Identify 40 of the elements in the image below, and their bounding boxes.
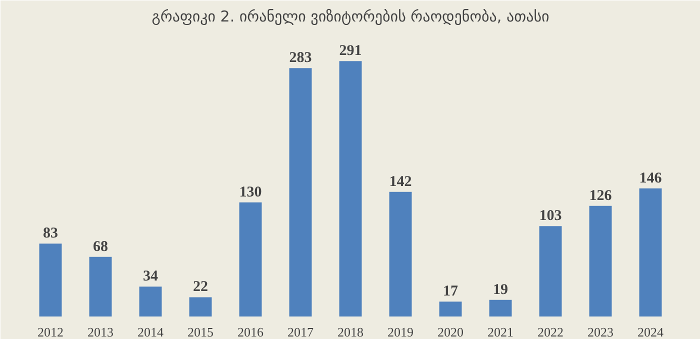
bar <box>439 302 462 316</box>
data-label: 68 <box>93 238 108 255</box>
bar <box>389 192 412 316</box>
bar <box>489 300 512 316</box>
x-tick-label: 2024 <box>638 324 664 339</box>
bar <box>39 244 62 316</box>
bar <box>239 202 262 316</box>
bar <box>539 226 562 316</box>
bar <box>339 61 362 316</box>
x-tick-label: 2015 <box>188 324 214 339</box>
data-label: 34 <box>143 268 158 285</box>
x-tick-label: 2022 <box>538 324 564 339</box>
bar <box>189 297 212 316</box>
x-tick-label: 2017 <box>288 324 314 339</box>
data-label: 130 <box>239 184 262 200</box>
x-tick-label: 2021 <box>488 324 514 339</box>
x-tick-label: 2012 <box>38 324 64 339</box>
x-tick-label: 2018 <box>338 324 364 339</box>
bar <box>89 256 112 316</box>
data-label: 103 <box>539 208 562 224</box>
bar <box>639 188 662 316</box>
x-tick-label: 2023 <box>588 324 614 339</box>
x-tick-label: 2013 <box>88 324 114 339</box>
data-label: 83 <box>43 226 58 242</box>
bar <box>589 206 612 316</box>
x-tick-label: 2020 <box>438 324 464 339</box>
data-label: 146 <box>639 170 662 186</box>
bar <box>139 286 162 316</box>
data-label: 291 <box>339 43 362 60</box>
data-label: 19 <box>493 282 508 298</box>
chart-title: გრაფიკი 2. ირანელი ვიზიტორების რაოდენობა, ათასი <box>152 8 550 26</box>
data-label: 22 <box>193 279 208 296</box>
data-label: 126 <box>589 188 612 204</box>
x-tick-label: 2016 <box>238 324 264 339</box>
bar <box>289 68 312 316</box>
data-label: 17 <box>443 284 458 300</box>
x-tick-label: 2014 <box>138 324 164 339</box>
data-label: 142 <box>389 174 412 190</box>
x-tick-label: 2019 <box>388 324 414 339</box>
data-label: 283 <box>289 50 312 66</box>
